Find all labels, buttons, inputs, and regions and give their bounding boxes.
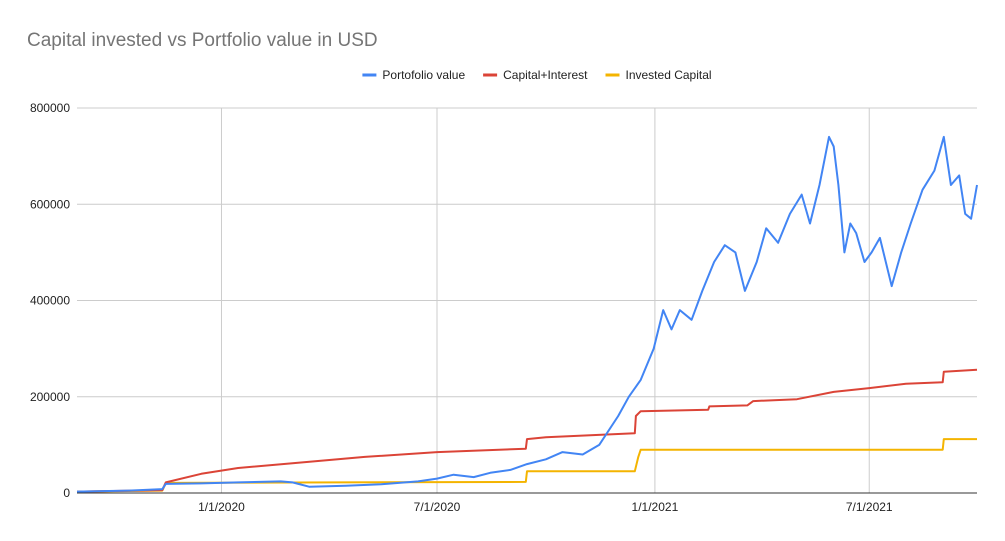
gridlines bbox=[77, 107, 977, 493]
legend-item-portofolio-value: Portofolio value bbox=[362, 68, 465, 82]
chart-title: Capital invested vs Portfolio value in U… bbox=[27, 30, 378, 51]
legend-label: Capital+Interest bbox=[503, 68, 588, 82]
series-line-portofolio-value bbox=[76, 135, 978, 493]
series-lines bbox=[76, 135, 978, 493]
y-tick-label: 600000 bbox=[30, 197, 70, 211]
x-tick-label: 7/1/2021 bbox=[846, 500, 893, 514]
legend-label: Invested Capital bbox=[626, 68, 712, 82]
legend-label: Portofolio value bbox=[382, 68, 465, 82]
x-axis-ticks: 1/1/2020 7/1/2020 1/1/2021 7/1/2021 bbox=[198, 500, 893, 514]
legend: Portofolio value Capital+Interest Invested… bbox=[362, 68, 712, 82]
y-axis-ticks: 0 200000 400000 600000 800000 bbox=[30, 101, 70, 500]
legend-item-invested-capital: Invested Capital bbox=[605, 68, 712, 82]
legend-item-capital-interest: Capital+Interest bbox=[483, 68, 588, 82]
x-tick-label: 1/1/2021 bbox=[632, 500, 679, 514]
y-tick-label: 800000 bbox=[30, 101, 70, 115]
x-tick-label: 1/1/2020 bbox=[198, 500, 245, 514]
y-tick-label: 200000 bbox=[30, 390, 70, 404]
x-tick-label: 7/1/2020 bbox=[414, 500, 461, 514]
series-line-capital-interest bbox=[76, 368, 978, 493]
y-tick-label: 400000 bbox=[30, 294, 70, 308]
y-tick-label: 0 bbox=[63, 486, 70, 500]
